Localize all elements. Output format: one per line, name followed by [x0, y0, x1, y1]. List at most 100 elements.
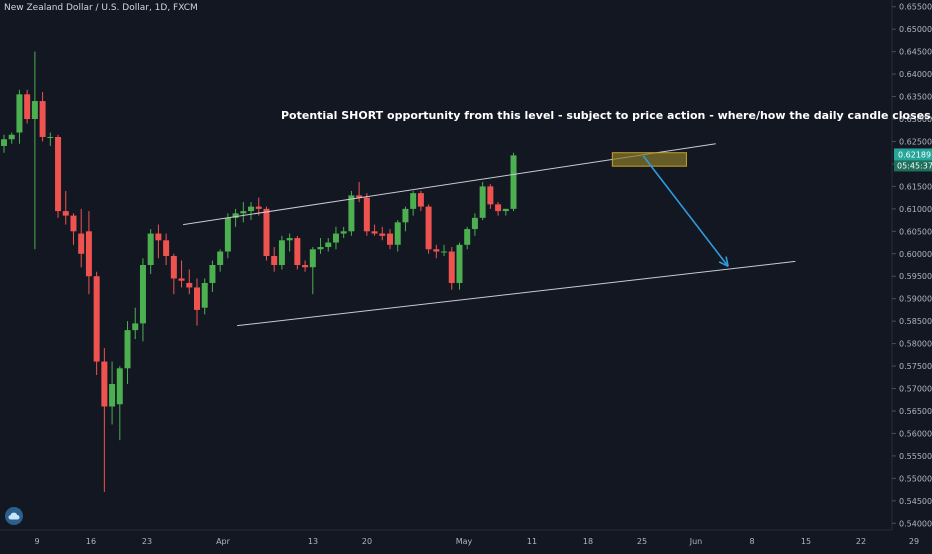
candle-body: [271, 256, 278, 265]
candle: [502, 208, 509, 216]
candle-body: [178, 278, 185, 281]
candle: [155, 224, 162, 259]
countdown-label: 05:45:37: [897, 161, 932, 170]
price-tick-label: 0.61500: [899, 182, 932, 191]
candle: [317, 238, 324, 254]
candle: [417, 190, 424, 212]
time-tick-label: 16: [86, 537, 96, 546]
candle: [16, 89, 23, 144]
candle-body: [348, 195, 355, 232]
candle: [510, 152, 517, 212]
candle-body: [286, 238, 293, 241]
candle: [170, 253, 177, 295]
candle: [278, 235, 285, 270]
time-tick-label: 13: [308, 537, 318, 546]
candle: [356, 181, 363, 203]
candle-body: [309, 249, 316, 268]
candle-body: [24, 94, 31, 120]
arrow-head-right: [718, 261, 729, 268]
price-tick-label: 0.59000: [899, 295, 932, 304]
candle-body: [170, 256, 177, 279]
candle-body: [201, 282, 208, 308]
candle-body: [255, 206, 262, 209]
candle-body: [8, 134, 15, 140]
candle-body: [85, 231, 92, 277]
candle: [448, 247, 455, 290]
candle: [332, 226, 339, 250]
time-tick-label: May: [456, 537, 473, 546]
candle: [425, 204, 432, 254]
candle-body: [317, 247, 324, 250]
candle: [93, 271, 100, 376]
candle-body: [356, 195, 363, 198]
time-tick-label: 29: [909, 537, 919, 546]
candle: [309, 247, 316, 295]
price-tick-label: 0.54000: [899, 519, 932, 528]
candle-body: [471, 217, 478, 230]
price-tick-label: 0.65000: [899, 25, 932, 34]
candle-body: [116, 368, 123, 405]
projection-arrow: [642, 155, 729, 267]
time-tick-label: 8: [749, 537, 754, 546]
price-tick-label: 0.63500: [899, 93, 932, 102]
candle: [116, 366, 123, 441]
price-tick-label: 0.55500: [899, 452, 932, 461]
candle: [85, 211, 92, 295]
candle-body: [163, 240, 170, 257]
candle: [39, 92, 46, 142]
candle-body: [325, 242, 332, 248]
candle: [124, 321, 131, 385]
candle-body: [70, 215, 77, 232]
candle: [286, 233, 293, 252]
time-tick-label: 22: [856, 537, 866, 546]
candle: [55, 134, 62, 218]
candle: [209, 260, 216, 292]
candle-body: [209, 265, 216, 283]
candle-body: [1, 139, 7, 146]
candle-body: [294, 238, 301, 265]
candle-body: [55, 136, 62, 212]
candle-body: [441, 251, 448, 253]
candle-body: [371, 231, 378, 234]
candle: [379, 226, 386, 241]
time-tick-label: Jun: [689, 537, 703, 546]
candle-body: [464, 229, 471, 245]
candle-body: [155, 233, 162, 241]
candle-body: [232, 213, 239, 218]
candle-body: [78, 233, 85, 254]
arrow-head-left: [725, 256, 729, 267]
candle: [348, 190, 355, 236]
candle: [394, 220, 401, 252]
tradingview-logo[interactable]: [5, 507, 23, 525]
candle-body: [425, 206, 432, 250]
candle-body: [47, 136, 54, 138]
candle-body: [132, 323, 139, 331]
candle-body: [387, 233, 393, 245]
time-tick-label: 23: [142, 537, 152, 546]
price-tick-label: 0.60000: [899, 250, 932, 259]
candle: [109, 361, 116, 425]
candle: [132, 307, 139, 340]
candle: [479, 181, 486, 221]
price-tick-label: 0.61000: [899, 205, 932, 214]
candle-body: [248, 206, 255, 212]
candle: [31, 51, 38, 250]
candle: [410, 190, 417, 216]
candle-body: [186, 282, 193, 288]
candle: [340, 226, 347, 239]
price-tick-label: 0.60500: [899, 227, 932, 236]
candle-body: [495, 204, 502, 212]
price-tick-label: 0.57000: [899, 385, 932, 394]
candle: [302, 260, 309, 272]
price-axis[interactable]: 0.65500 0.65000 0.64500 0.64000 0.63500 0.630…: [891, 0, 932, 530]
time-axis[interactable]: 9 16 23 Apr 13 20 May 11 18 25 Jun 8 15 22 29: [0, 529, 919, 546]
candle: [147, 229, 154, 274]
candle-body: [448, 251, 455, 283]
candle: [271, 247, 278, 272]
candle: [433, 244, 440, 259]
candle-body: [194, 287, 200, 310]
time-tick-label: 15: [801, 537, 811, 546]
candle-body: [332, 233, 339, 243]
